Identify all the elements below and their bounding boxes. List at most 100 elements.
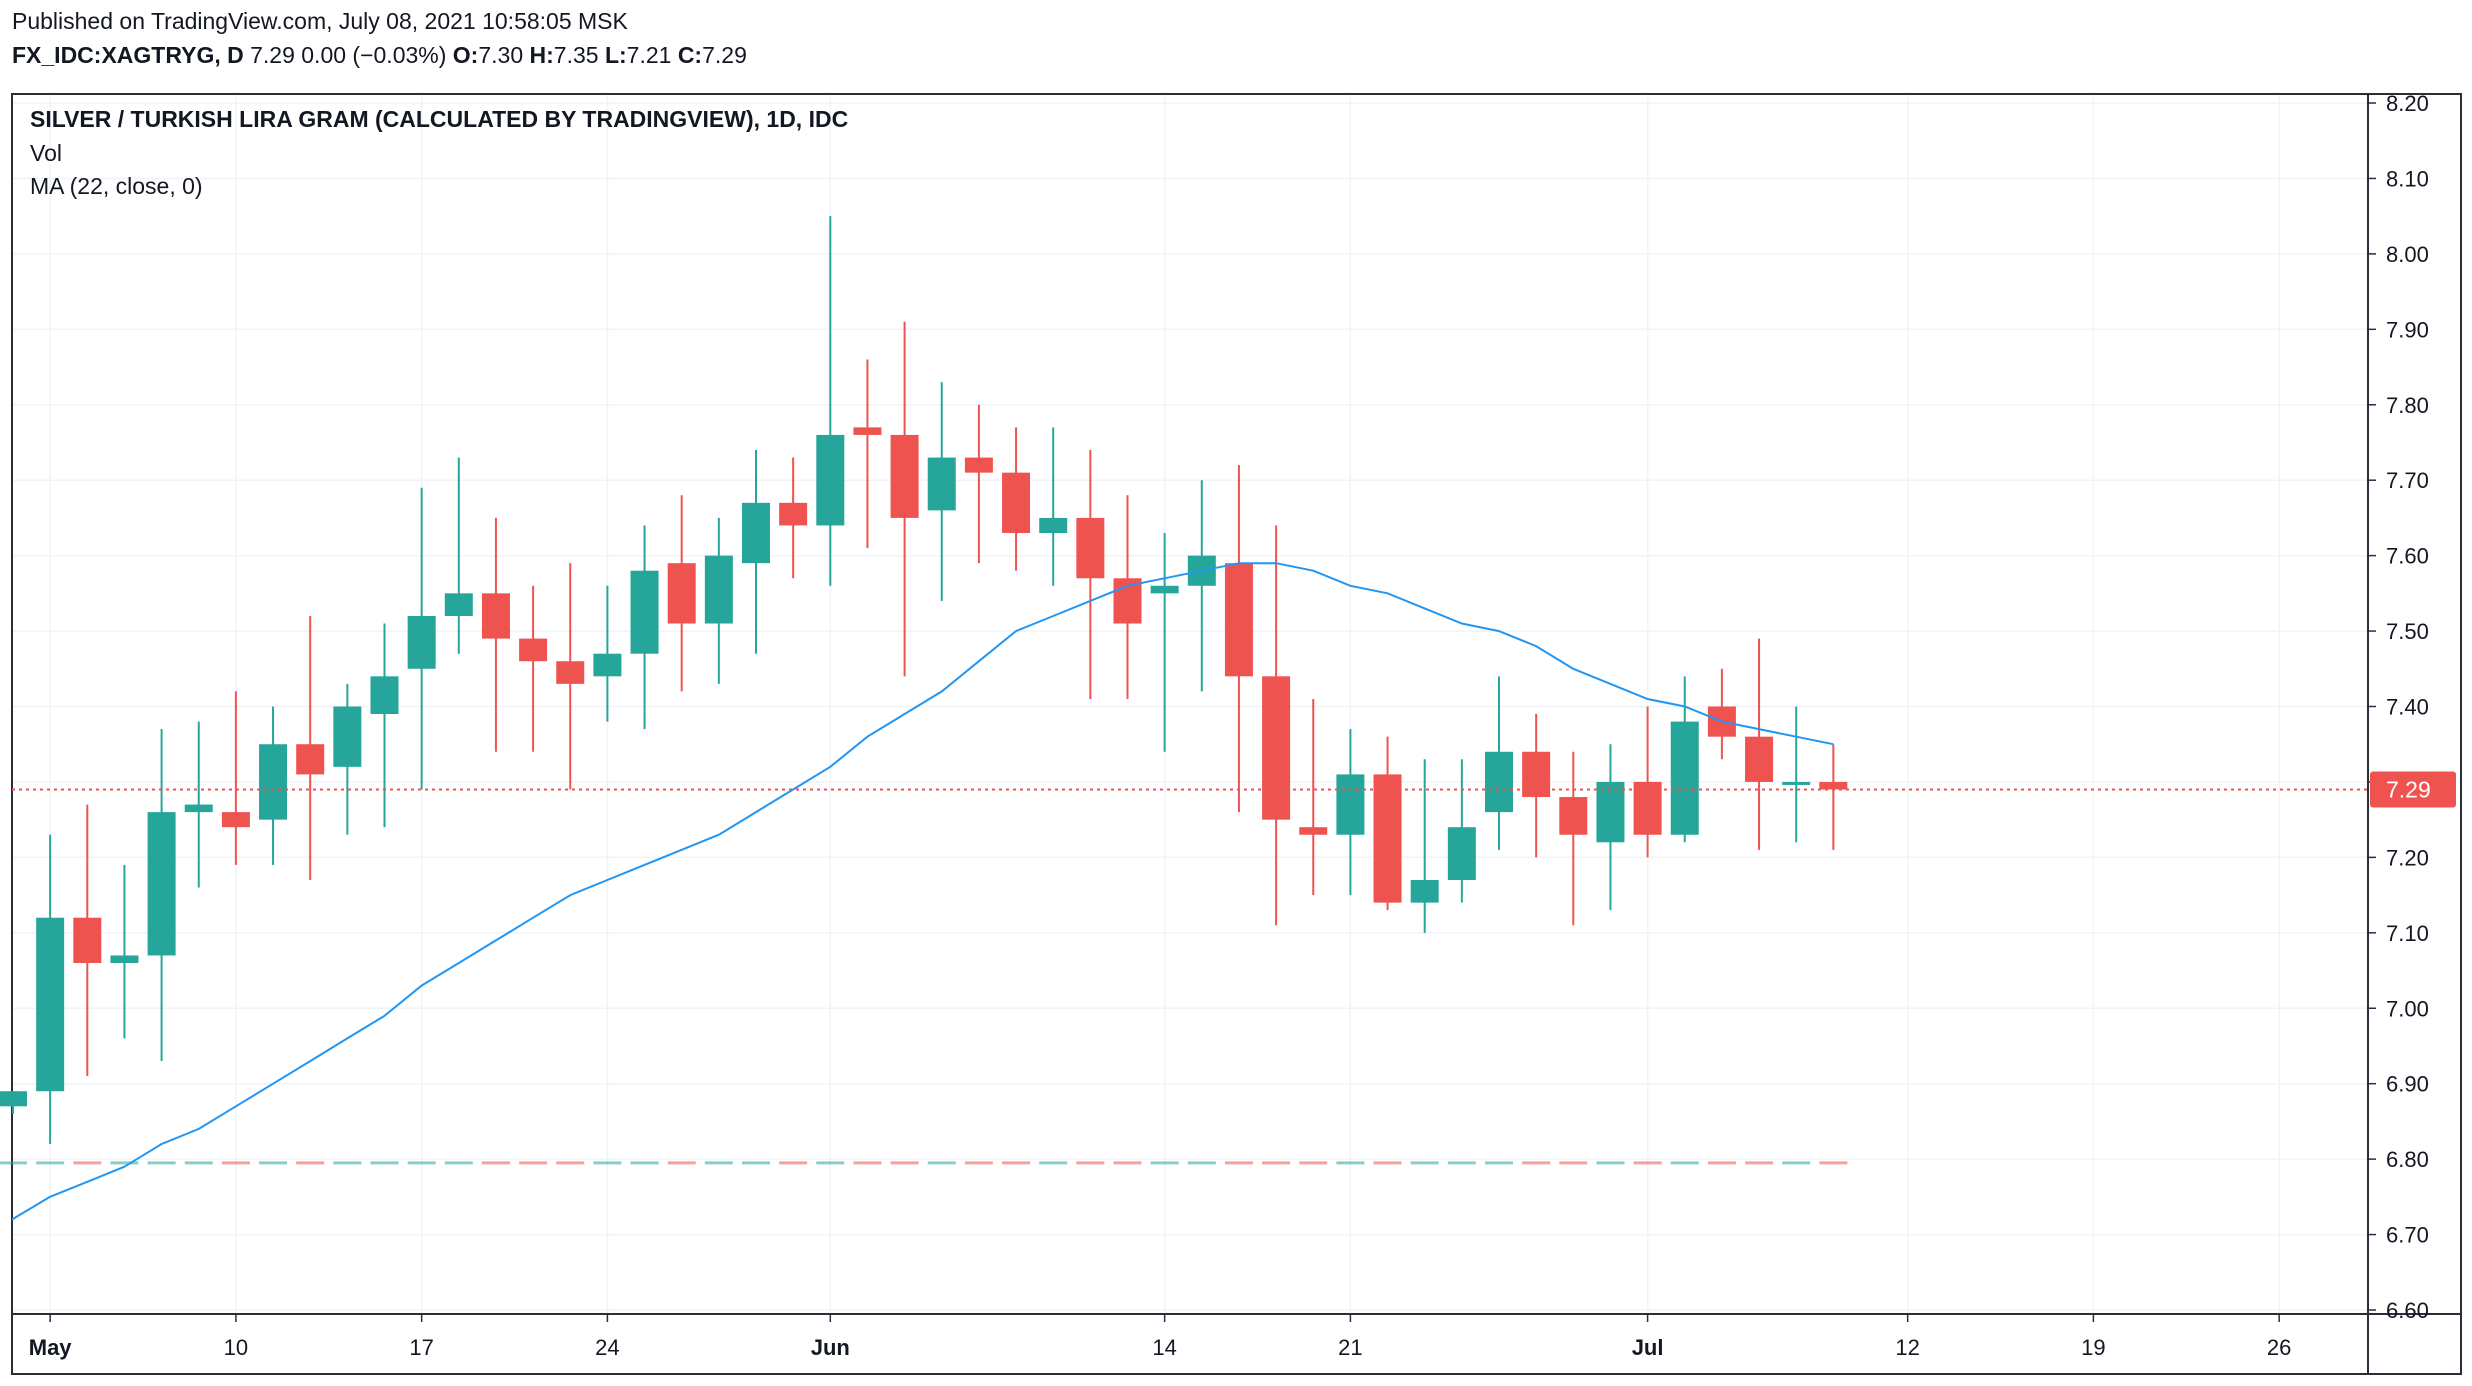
candle-body <box>1336 774 1365 835</box>
time-tick-label: 12 <box>1895 1335 1919 1360</box>
volume-bar <box>1745 1161 1774 1165</box>
candle-body <box>1299 827 1328 835</box>
candle[interactable] <box>1447 759 1476 903</box>
candle-body <box>519 638 548 662</box>
last-price-badge-label: 7.29 <box>2386 776 2431 802</box>
candle[interactable] <box>1819 744 1848 850</box>
candle[interactable] <box>1262 525 1291 926</box>
candle[interactable] <box>1782 706 1811 843</box>
candle[interactable] <box>1707 668 1736 760</box>
candle[interactable] <box>1002 427 1031 571</box>
candle[interactable] <box>1670 676 1699 843</box>
candle-series[interactable] <box>0 216 1848 1145</box>
candle[interactable] <box>221 691 250 865</box>
volume-bar <box>1336 1161 1365 1165</box>
candle[interactable] <box>444 457 473 654</box>
candle-body <box>1819 781 1848 790</box>
candle[interactable] <box>704 517 733 684</box>
candle[interactable] <box>593 585 622 722</box>
candle[interactable] <box>0 1091 27 1114</box>
candle-body <box>36 917 65 1092</box>
candle[interactable] <box>296 615 325 881</box>
candle[interactable] <box>1039 427 1068 586</box>
candle[interactable] <box>853 359 882 549</box>
candle[interactable] <box>36 834 65 1145</box>
close-value: 7.29 <box>702 42 747 68</box>
price-tick-label: 8.20 <box>2386 91 2429 116</box>
candle[interactable] <box>1336 729 1365 896</box>
candle[interactable] <box>1076 450 1105 699</box>
price-tick-label: 7.90 <box>2386 317 2429 342</box>
candle[interactable] <box>1745 638 1774 850</box>
candle[interactable] <box>1187 480 1216 692</box>
candle[interactable] <box>333 683 362 835</box>
candle[interactable] <box>630 525 659 730</box>
candle[interactable] <box>1633 706 1662 858</box>
volume-bar <box>779 1161 808 1165</box>
candle[interactable] <box>890 321 919 677</box>
candle-body <box>890 434 919 518</box>
candle[interactable] <box>927 382 956 601</box>
candle-body <box>1150 585 1179 594</box>
candle-body <box>556 661 585 684</box>
price-tick-label: 6.80 <box>2386 1147 2429 1172</box>
volume-bar <box>333 1161 362 1165</box>
time-tick-label: 17 <box>409 1335 433 1360</box>
volume-legend: Vol <box>30 140 62 166</box>
time-axis[interactable]: May 10 17 24 Jun 14 21 Jul 12 19 26 <box>29 1314 2292 1360</box>
candle-body <box>1224 563 1253 677</box>
volume-bar <box>1782 1161 1811 1165</box>
price-tick-label: 6.60 <box>2386 1298 2429 1323</box>
volume-bar <box>1707 1161 1736 1165</box>
volume-bar <box>816 1161 845 1165</box>
candle-body <box>630 570 659 654</box>
candle[interactable] <box>184 721 213 888</box>
price-tick-label: 7.20 <box>2386 845 2429 870</box>
candle[interactable] <box>964 404 993 564</box>
candle[interactable] <box>1113 495 1142 699</box>
volume-bar <box>853 1161 882 1165</box>
candle[interactable] <box>519 585 548 752</box>
candle[interactable] <box>556 563 585 790</box>
candle[interactable] <box>73 804 102 1077</box>
candle[interactable] <box>407 487 436 790</box>
candle[interactable] <box>816 216 845 586</box>
candle[interactable] <box>742 450 770 654</box>
candle-body <box>407 615 436 669</box>
change-value: 0.00 (−0.03%) <box>301 42 447 68</box>
volume-bar <box>890 1161 919 1165</box>
high-value: 7.35 <box>553 42 599 68</box>
price-tick-label: 8.00 <box>2386 242 2429 267</box>
candle[interactable] <box>1299 698 1328 896</box>
candle[interactable] <box>370 623 399 828</box>
candle[interactable] <box>1559 751 1588 926</box>
volume-bar <box>259 1161 288 1165</box>
volume-bar <box>1150 1161 1179 1165</box>
candle[interactable] <box>259 706 288 865</box>
candle[interactable] <box>1522 714 1551 858</box>
candle[interactable] <box>779 457 808 579</box>
candle[interactable] <box>110 864 139 1039</box>
candle-body <box>704 555 733 624</box>
candle[interactable] <box>481 517 510 752</box>
candle[interactable] <box>1224 465 1253 813</box>
price-tick-label: 7.80 <box>2386 393 2429 418</box>
price-axis[interactable]: 8.208.108.007.907.807.707.607.507.407.30… <box>2368 91 2429 1323</box>
candle[interactable] <box>667 495 696 692</box>
candle-body <box>333 706 362 767</box>
volume-bar <box>704 1161 733 1165</box>
volume-bar <box>110 1161 139 1165</box>
candle-body <box>110 955 139 963</box>
candle-body <box>147 812 176 956</box>
candle[interactable] <box>1485 676 1513 850</box>
candle[interactable] <box>1596 744 1625 911</box>
candle-body <box>1596 781 1625 843</box>
candle-body <box>1039 517 1068 533</box>
volume-bar <box>593 1161 622 1165</box>
candle[interactable] <box>1373 736 1402 911</box>
volume-bar <box>1113 1161 1142 1165</box>
candle[interactable] <box>147 729 176 1062</box>
candle[interactable] <box>1150 532 1179 752</box>
candle[interactable] <box>1410 759 1439 933</box>
